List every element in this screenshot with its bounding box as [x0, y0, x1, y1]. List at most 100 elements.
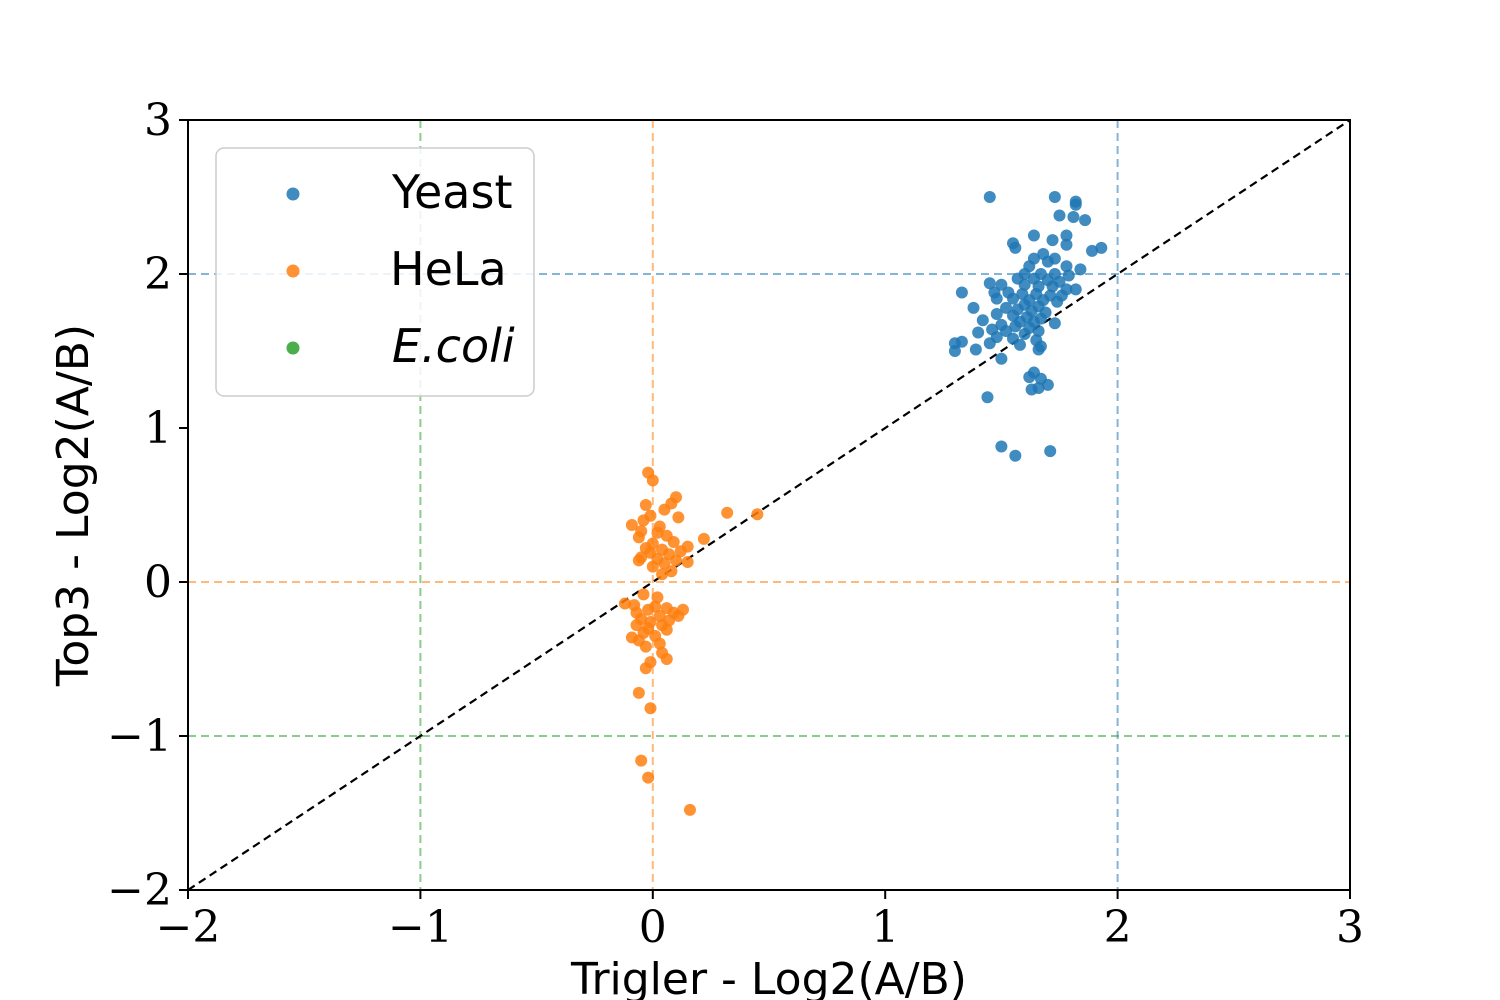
x-tick-label: 1 [871, 902, 899, 953]
legend-frame [215, 147, 535, 397]
point-yeast [1000, 301, 1013, 314]
point-yeast [1041, 378, 1054, 391]
y-tick-label: −2 [107, 865, 172, 916]
data-points [618, 191, 1108, 816]
reference-lines [188, 120, 1350, 890]
point-hela [625, 519, 638, 532]
point-hela [651, 591, 664, 604]
point-yeast [1048, 191, 1061, 203]
point-yeast [1051, 295, 1064, 308]
y-tick-label: −1 [107, 711, 172, 762]
point-yeast [955, 286, 968, 299]
y-tick-label: 3 [144, 95, 172, 146]
point-yeast [1067, 211, 1080, 224]
x-axis-ticks: −2 −1 0 1 2 3 [156, 890, 1364, 953]
point-yeast [1032, 381, 1045, 394]
x-tick-label: 3 [1336, 902, 1364, 953]
point-yeast [1069, 283, 1082, 296]
point-yeast [1044, 445, 1057, 458]
point-yeast [1046, 280, 1059, 293]
point-hela [618, 597, 631, 610]
y-axis-label: Top3 - Log2(A/B) [48, 324, 99, 687]
point-hela [697, 532, 710, 545]
point-hela [639, 640, 652, 653]
point-yeast [1018, 278, 1031, 291]
point-hela [632, 686, 645, 699]
point-yeast [955, 335, 968, 348]
point-hela [660, 653, 673, 665]
point-hela [667, 535, 680, 548]
point-yeast [1046, 234, 1059, 247]
identity-line-group [187, 119, 1351, 891]
point-yeast [1053, 209, 1066, 222]
point-hela [651, 526, 664, 539]
point-yeast [1060, 229, 1073, 242]
point-yeast [948, 345, 961, 357]
point-yeast [976, 314, 989, 327]
point-yeast [1069, 198, 1082, 211]
legend-label-yeast: Yeast [391, 165, 512, 219]
point-hela [642, 771, 655, 784]
point-hela [674, 545, 687, 558]
y-tick-label: 0 [144, 557, 172, 608]
point-hela [672, 511, 685, 524]
point-yeast [1079, 214, 1092, 227]
point-yeast [967, 301, 980, 314]
point-hela [637, 588, 650, 601]
point-yeast [995, 440, 1008, 453]
point-yeast [1009, 449, 1022, 462]
point-hela [721, 506, 734, 519]
point-yeast [1018, 328, 1031, 341]
point-yeast [981, 391, 994, 404]
point-hela [658, 557, 671, 570]
point-yeast [1060, 238, 1073, 251]
point-hela [665, 565, 678, 578]
point-hela [642, 603, 655, 616]
point-hela [681, 555, 694, 568]
point-yeast [969, 343, 982, 356]
point-hela [751, 508, 764, 521]
point-hela [658, 503, 671, 516]
plot-frame [187, 119, 1351, 891]
point-yeast [1062, 269, 1075, 282]
point-hela [670, 554, 683, 567]
point-hela [660, 623, 673, 636]
point-yeast [1032, 343, 1045, 356]
x-axis-label: Trigler - Log2(A/B) [570, 954, 967, 1000]
point-hela [630, 619, 643, 632]
point-yeast [990, 292, 1003, 305]
y-axis-ticks: −2 −1 0 1 2 3 [107, 95, 188, 916]
point-hela [683, 803, 696, 816]
point-hela [637, 514, 650, 527]
legend: Yeast HeLa E.coli [215, 147, 535, 397]
point-yeast [983, 277, 996, 290]
point-yeast [983, 337, 996, 350]
point-yeast [1060, 260, 1073, 273]
x-tick-label: 2 [1104, 902, 1132, 953]
x-tick-label: −1 [388, 902, 453, 953]
point-yeast [983, 191, 996, 203]
point-hela [644, 702, 657, 715]
point-yeast [1023, 371, 1036, 384]
point-yeast [1000, 324, 1013, 337]
point-yeast [1009, 241, 1022, 254]
point-hela [656, 568, 669, 581]
point-yeast [972, 326, 985, 339]
y-tick-label: 1 [144, 403, 172, 454]
point-yeast [1009, 320, 1022, 333]
point-hela [672, 609, 685, 622]
identity-line [187, 119, 1351, 891]
point-yeast [1048, 317, 1061, 330]
point-yeast [995, 278, 1008, 291]
x-tick-label: 0 [639, 902, 667, 953]
point-hela [632, 531, 645, 544]
legend-marker-ecoli [286, 341, 300, 355]
point-yeast [1027, 229, 1040, 242]
point-yeast [990, 308, 1003, 321]
point-yeast [1041, 255, 1054, 268]
point-hela [639, 499, 652, 511]
point-hela [653, 609, 666, 622]
x-tick-label: −2 [156, 902, 221, 953]
y-tick-label: 2 [144, 249, 172, 300]
